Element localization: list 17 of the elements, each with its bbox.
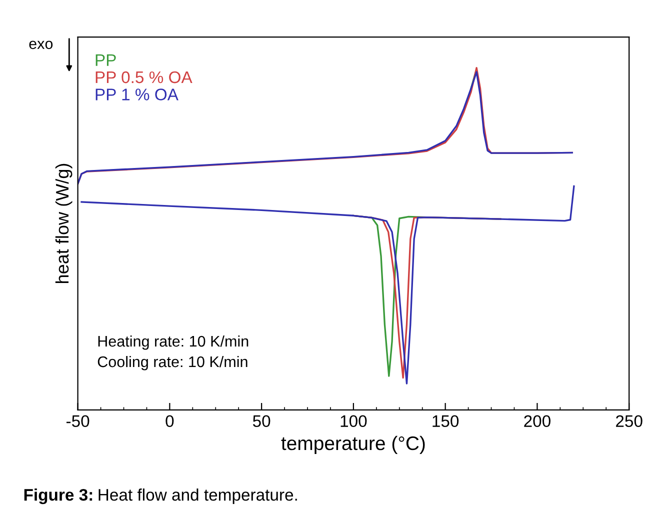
x-tick-label: -50 — [66, 415, 90, 428]
text: exo — [29, 40, 53, 50]
text: PP — [96, 54, 116, 66]
annotation: Cooling rate: 10 K/min — [98, 356, 248, 370]
x-tick-label: 0 — [166, 415, 174, 428]
text: Heat flow and temperature. — [98, 488, 297, 504]
y-axis-title: heat flow (W/g) — [55, 164, 72, 283]
x-tick-label: 50 — [252, 415, 270, 428]
x-tick-label: 100 — [340, 415, 367, 428]
caption: Figure 3: — [24, 488, 92, 504]
x-tick-label: 200 — [524, 415, 550, 428]
annotation: Heating rate: 10 K/min — [98, 335, 248, 350]
x-tick-label: 250 — [616, 415, 642, 428]
text: PP 1 % OA — [96, 88, 178, 100]
x-axis-title: temperature (°C) — [281, 436, 425, 454]
text: PP 0.5 % OA — [96, 71, 192, 84]
x-tick-label: 150 — [432, 415, 459, 428]
